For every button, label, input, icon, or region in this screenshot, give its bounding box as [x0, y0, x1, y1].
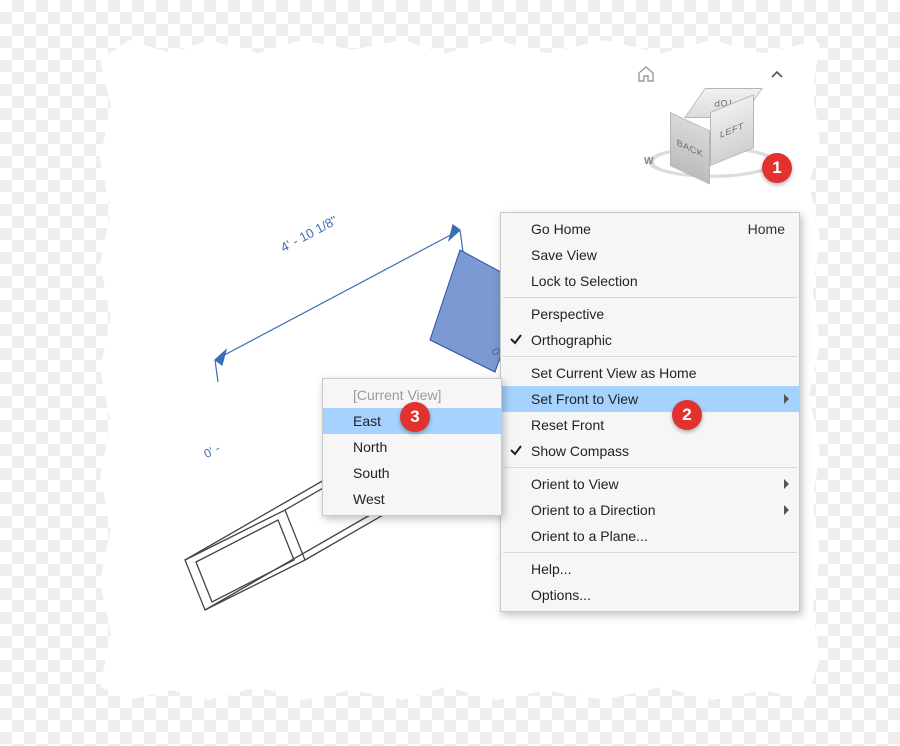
viewcube-cube[interactable]: TOP BACK LEFT — [670, 88, 754, 172]
compass-w: W — [644, 156, 653, 167]
callout-badge-1: 1 — [762, 153, 792, 183]
menu-go-home-label: Go Home — [531, 221, 591, 237]
submenu-south[interactable]: South — [323, 460, 501, 486]
set-front-submenu: [Current View] East North South West — [322, 378, 502, 516]
callout-badge-3: 3 — [400, 402, 430, 432]
home-icon[interactable] — [636, 64, 656, 84]
menu-separator — [503, 356, 797, 357]
menu-set-front-to-view[interactable]: Set Front to View — [501, 386, 799, 412]
menu-orient-to-view[interactable]: Orient to View — [501, 471, 799, 497]
menu-go-home-shortcut: Home — [748, 216, 785, 242]
menu-orient-to-direction[interactable]: Orient to a Direction — [501, 497, 799, 523]
menu-orient-to-plane[interactable]: Orient to a Plane... — [501, 523, 799, 549]
menu-lock-selection[interactable]: Lock to Selection — [501, 268, 799, 294]
check-icon — [509, 443, 523, 457]
check-icon — [509, 332, 523, 346]
menu-go-home[interactable]: Go Home Home — [501, 216, 799, 242]
menu-show-compass[interactable]: Show Compass — [501, 438, 799, 464]
menu-save-view[interactable]: Save View — [501, 242, 799, 268]
viewcube-context-menu: Go Home Home Save View Lock to Selection… — [500, 212, 800, 612]
submenu-caret-icon — [784, 394, 789, 404]
submenu-north[interactable]: North — [323, 434, 501, 460]
callout-badge-2: 2 — [672, 400, 702, 430]
menu-separator — [503, 297, 797, 298]
menu-orthographic[interactable]: Orthographic — [501, 327, 799, 353]
menu-options[interactable]: Options... — [501, 582, 799, 608]
menu-separator — [503, 552, 797, 553]
submenu-west[interactable]: West — [323, 486, 501, 512]
viewcube[interactable]: W S TOP BACK LEFT — [642, 70, 782, 210]
menu-reset-front[interactable]: Reset Front — [501, 412, 799, 438]
menu-perspective[interactable]: Perspective — [501, 301, 799, 327]
menu-set-current-home[interactable]: Set Current View as Home — [501, 360, 799, 386]
menu-separator — [503, 467, 797, 468]
submenu-caret-icon — [784, 479, 789, 489]
menu-help[interactable]: Help... — [501, 556, 799, 582]
screenshot-stage: W S TOP BACK LEFT — [100, 40, 820, 700]
submenu-caret-icon — [784, 505, 789, 515]
